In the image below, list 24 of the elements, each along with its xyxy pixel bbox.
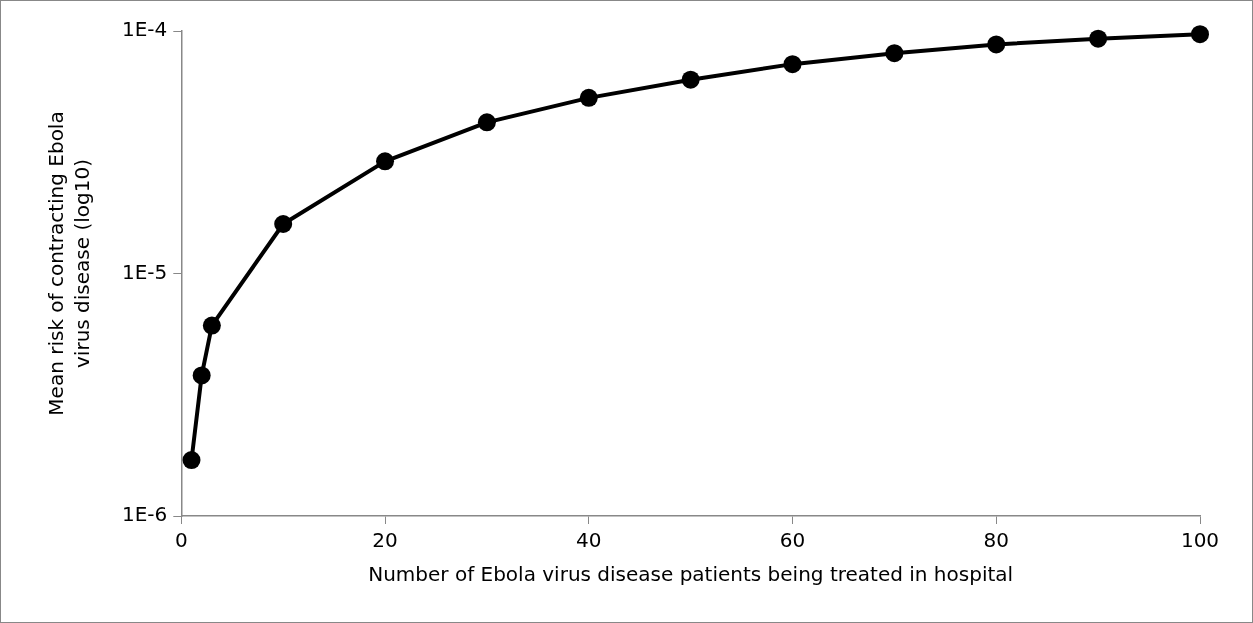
point [885, 44, 904, 63]
point [579, 88, 598, 107]
point [477, 113, 496, 132]
point [681, 70, 700, 89]
y-axis-title: Mean risk of contracting Ebola virus disease (log10) [44, 111, 95, 416]
x-tick-label: 100 [1180, 528, 1220, 553]
point [1089, 29, 1108, 48]
x-tick-label: 60 [779, 528, 806, 553]
point [987, 35, 1006, 54]
y-tick-label: 1E-6 [121, 502, 168, 527]
y-tick-label: 1E-4 [121, 17, 168, 42]
point [192, 366, 211, 385]
point [783, 55, 802, 74]
point [1191, 25, 1209, 44]
point [182, 451, 201, 470]
point [202, 316, 221, 335]
point [274, 215, 293, 233]
x-tick-label: 40 [576, 528, 602, 553]
y-tick-label: 1E-5 [121, 259, 168, 284]
x-tick-label: 0 [174, 528, 188, 553]
x-tick-label: 80 [983, 528, 1009, 553]
x-axis-title: Number of Ebola virus disease patients being treated in hospital [368, 562, 1014, 587]
point [376, 152, 395, 171]
x-tick-label: 20 [372, 528, 398, 553]
